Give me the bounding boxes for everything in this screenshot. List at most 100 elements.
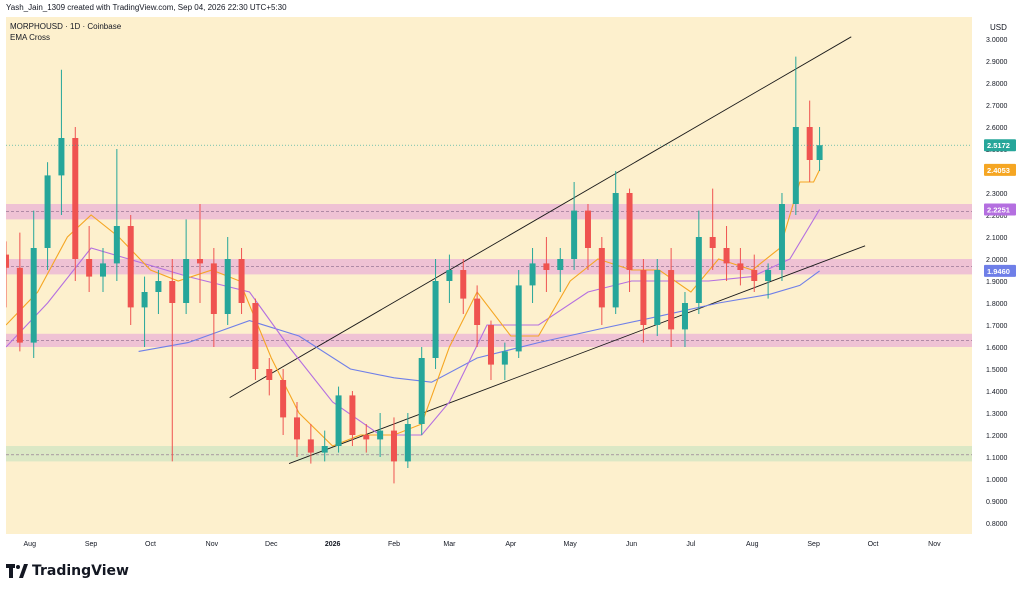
price-axis[interactable] — [972, 17, 1018, 551]
candle-body — [418, 358, 425, 424]
candle-body — [654, 270, 661, 325]
candle-body — [16, 267, 23, 343]
candle-body — [183, 259, 190, 303]
candle — [460, 259, 467, 314]
candle — [612, 171, 619, 314]
price-tick-label: 1.4000 — [986, 389, 1008, 396]
price-tick-label: 2.2000 — [986, 213, 1008, 220]
chart-caption: Yash_Jain_1309 created with TradingView.… — [6, 3, 287, 12]
candle — [571, 182, 578, 270]
price-tick-label: 1.7000 — [986, 323, 1008, 330]
price-label-value: 2.5172 — [987, 141, 1010, 150]
price-tick-label: 1.6000 — [986, 345, 1008, 352]
time-tick-label: 2026 — [325, 541, 341, 548]
candle — [390, 417, 397, 484]
price-tick-label: 1.2000 — [986, 433, 1008, 440]
candle-body — [668, 270, 675, 330]
chart-canvas[interactable]: 0.8000 0.9000 1.0000 1.1000 1.2000 1.3000 1.40… — [6, 17, 1018, 551]
price-chart[interactable]: 0.8000 0.9000 1.0000 1.1000 1.2000 1.3000 1.40… — [6, 17, 1018, 551]
indicator-label[interactable]: EMA Cross — [10, 33, 50, 42]
price-tick-label: 2.3000 — [986, 191, 1008, 198]
candle-body — [266, 369, 273, 380]
candle — [280, 369, 287, 435]
candle — [16, 232, 23, 352]
candle-body — [737, 263, 744, 270]
candle-body — [349, 395, 356, 435]
candle-body — [377, 430, 384, 440]
candle-body — [501, 351, 508, 365]
candle — [86, 226, 93, 292]
candle-body — [584, 210, 591, 248]
candle — [418, 347, 425, 435]
time-tick-label: Dec — [265, 541, 278, 548]
candle — [252, 298, 259, 380]
candle-body — [474, 298, 481, 325]
candle — [321, 430, 328, 462]
candle — [792, 56, 799, 215]
ema-mid-line — [6, 209, 821, 436]
candle — [30, 210, 37, 358]
price-tick-label: 2.1000 — [986, 235, 1008, 242]
candle-body — [723, 248, 730, 264]
time-axis[interactable] — [6, 534, 972, 551]
candle-body — [612, 193, 619, 308]
candle-body — [557, 259, 564, 270]
price-tick-label: 2.0000 — [986, 257, 1008, 264]
price-label-value: 1.9460 — [987, 267, 1010, 276]
candle — [155, 270, 162, 314]
price-tick-label: 1.0000 — [986, 477, 1008, 484]
candle — [584, 204, 591, 270]
time-tick-label: Feb — [388, 541, 400, 548]
candle-body — [778, 204, 785, 270]
candle-body — [321, 446, 328, 453]
candle-body — [113, 226, 120, 264]
currency-label[interactable]: USD — [990, 23, 1007, 32]
candle — [654, 259, 661, 336]
candle-body — [487, 325, 494, 365]
candle — [474, 285, 481, 347]
candle-body — [529, 263, 536, 286]
candle — [640, 259, 647, 343]
candle-body — [238, 259, 245, 303]
candle — [806, 100, 813, 182]
candle-body — [169, 281, 176, 303]
candle — [765, 263, 772, 299]
candle-body — [224, 259, 231, 314]
candle-body — [44, 175, 51, 248]
candle — [723, 226, 730, 281]
price-tick-label: 0.9000 — [986, 499, 1008, 506]
candle — [210, 248, 217, 347]
price-tick-label: 3.0000 — [986, 37, 1008, 44]
candle — [127, 215, 134, 325]
candle-body — [816, 145, 823, 160]
candle-body — [806, 127, 813, 160]
candle — [668, 248, 675, 347]
price-tick-label: 1.9000 — [986, 279, 1008, 286]
candle-body — [141, 292, 148, 308]
candle — [113, 149, 120, 281]
candle-body — [252, 303, 259, 369]
candle — [6, 241, 9, 308]
time-tick-label: Nov — [928, 541, 941, 548]
candle — [293, 402, 300, 457]
zone-band — [6, 446, 972, 462]
candle-body — [709, 237, 716, 248]
candle-body — [460, 270, 467, 299]
price-tick-label: 1.5000 — [986, 367, 1008, 374]
trendline — [288, 245, 866, 465]
candle-body — [792, 127, 799, 204]
time-tick-label: Oct — [868, 541, 879, 548]
ema-slow-line — [138, 270, 820, 383]
candle-body — [280, 380, 287, 418]
candle — [196, 204, 203, 303]
candle-body — [72, 138, 79, 259]
candle — [72, 127, 79, 281]
candle-body — [363, 435, 370, 440]
candle-body — [751, 270, 758, 281]
candle-body — [765, 270, 772, 281]
candle-body — [446, 270, 453, 281]
candle — [487, 320, 494, 380]
candle — [99, 248, 106, 292]
candle-body — [99, 263, 106, 277]
candle — [224, 237, 231, 325]
